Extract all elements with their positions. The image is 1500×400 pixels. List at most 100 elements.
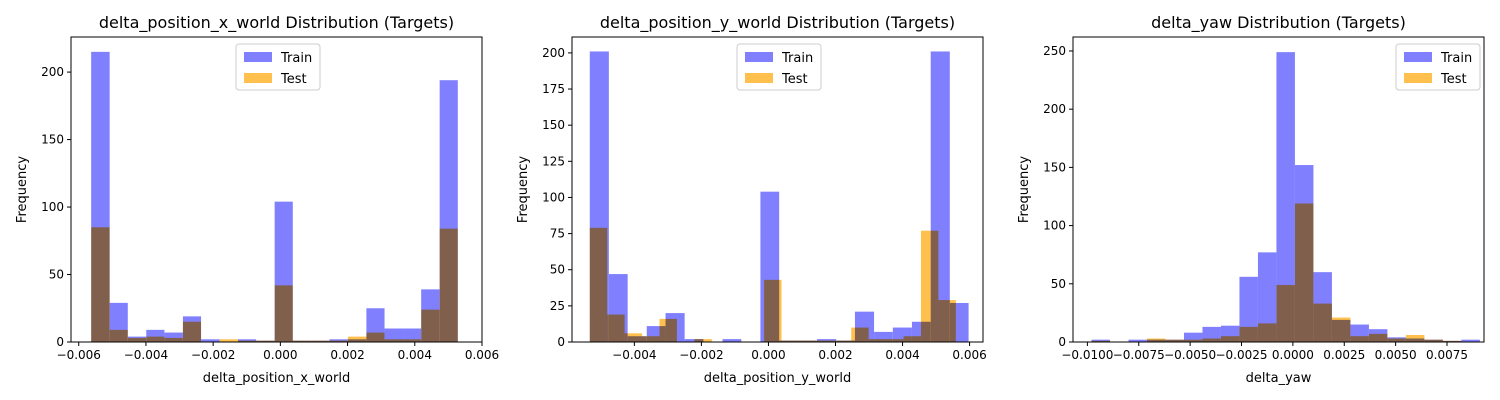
bar-test <box>1165 339 1184 342</box>
bar-train <box>1461 339 1480 342</box>
x-tick-label: 0.0050 <box>1375 348 1417 362</box>
legend-label-train: Train <box>781 51 813 66</box>
x-tick-label: 0.000 <box>751 348 785 362</box>
bar-test <box>292 340 312 342</box>
legend-swatch-train <box>745 52 773 62</box>
bar-test <box>1257 323 1277 342</box>
bar-test <box>1313 303 1332 342</box>
bar-test <box>1442 340 1462 342</box>
legend: Train Test <box>1395 43 1481 91</box>
bar-test <box>219 339 239 342</box>
y-tick-label: 100 <box>1043 219 1066 233</box>
y-tick-label: 25 <box>550 299 565 313</box>
bar-test <box>421 309 440 342</box>
bar-test <box>311 340 330 342</box>
bar-test <box>1146 338 1166 342</box>
bar-train <box>403 328 422 342</box>
bar-test <box>642 336 660 342</box>
y-tick-label: 50 <box>550 263 565 277</box>
bar-train <box>1257 252 1277 342</box>
bar-test <box>1350 336 1369 342</box>
x-tick-label: 0.006 <box>465 348 499 362</box>
x-axis-label: delta_yaw <box>1246 371 1312 386</box>
y-axis-label: Frequency <box>516 156 531 223</box>
y-tick-label: 150 <box>41 133 64 147</box>
y-tick-label: 0 <box>557 335 565 349</box>
bar-train <box>1276 52 1295 343</box>
legend: Train Test <box>736 43 822 91</box>
y-tick-label: 100 <box>542 190 565 204</box>
legend-label-train: Train <box>1440 51 1472 66</box>
bar-test <box>903 336 921 342</box>
bar-test <box>798 340 817 342</box>
series-train <box>91 51 458 343</box>
y-tick-label: 200 <box>542 46 565 60</box>
bar-test <box>1331 317 1351 342</box>
bar-test <box>91 227 110 342</box>
legend: Train Test <box>235 43 321 91</box>
bar-test <box>868 339 887 342</box>
x-tick-label: 0.006 <box>952 348 986 362</box>
y-tick-label: 0 <box>56 335 64 349</box>
x-tick-label: 0.002 <box>818 348 852 362</box>
bar-test <box>256 340 275 342</box>
x-tick-label: 0.0025 <box>1323 348 1365 362</box>
x-tick-label: −0.006 <box>57 348 101 362</box>
x-tick-label: −0.0100 <box>1061 348 1113 362</box>
bar-train <box>201 339 220 342</box>
bar-train <box>384 328 404 342</box>
y-axis-label: Frequency <box>1017 156 1032 223</box>
bar-test <box>938 300 956 342</box>
chart-title: delta_yaw Distribution (Targets) <box>1151 13 1406 33</box>
x-tick-label: −0.002 <box>679 348 723 362</box>
bar-train <box>1183 332 1203 342</box>
bar-test <box>146 336 165 342</box>
y-tick-label: 200 <box>41 65 64 79</box>
bar-train <box>684 339 704 342</box>
bar-test <box>1276 284 1295 342</box>
bar-test <box>347 336 367 342</box>
x-tick-label: −0.0025 <box>1215 348 1267 362</box>
x-tick-label: 0.004 <box>885 348 919 362</box>
bar-test <box>659 318 677 342</box>
series-test <box>1091 203 1462 342</box>
bar-train <box>874 331 893 342</box>
bar-train <box>1239 276 1258 342</box>
legend-label-test: Test <box>280 72 307 87</box>
bar-test <box>1387 338 1406 342</box>
chart-panel-1: −0.006 −0.004 −0.002 0.000 0.002 0.004 0.006 0 5… <box>15 13 499 386</box>
bar-test <box>1220 336 1240 342</box>
bar-test <box>366 332 385 342</box>
bar-test <box>274 285 293 342</box>
bar-test <box>781 340 799 342</box>
x-tick-label: 0.0000 <box>1272 348 1314 362</box>
x-tick-label: −0.0050 <box>1164 348 1216 362</box>
bar-test <box>1202 338 1221 342</box>
bar-test <box>109 329 128 342</box>
bar-test <box>329 340 348 342</box>
legend-swatch-test <box>745 73 773 83</box>
legend-label-train: Train <box>280 51 312 66</box>
y-tick-label: 150 <box>542 118 565 132</box>
bar-train <box>1128 339 1147 342</box>
bar-test <box>1183 339 1203 342</box>
bar-test <box>1239 326 1258 342</box>
x-axis-label: delta_position_y_world <box>704 371 851 386</box>
bar-train <box>164 332 183 342</box>
bar-train <box>722 339 742 342</box>
x-tick-label: −0.004 <box>612 348 656 362</box>
bar-test <box>384 339 404 342</box>
y-axis-label: Frequency <box>15 156 30 223</box>
bar-test <box>1368 333 1388 342</box>
legend-swatch-test <box>1404 73 1432 83</box>
bar-train <box>1202 326 1221 342</box>
bar-test <box>694 339 712 342</box>
bar-test <box>920 230 939 342</box>
axes-frame <box>571 36 984 343</box>
x-tick-label: 0.004 <box>398 348 432 362</box>
bar-test <box>164 337 183 342</box>
legend-swatch-train <box>244 52 272 62</box>
bar-test <box>886 339 904 342</box>
series-test <box>589 227 956 342</box>
